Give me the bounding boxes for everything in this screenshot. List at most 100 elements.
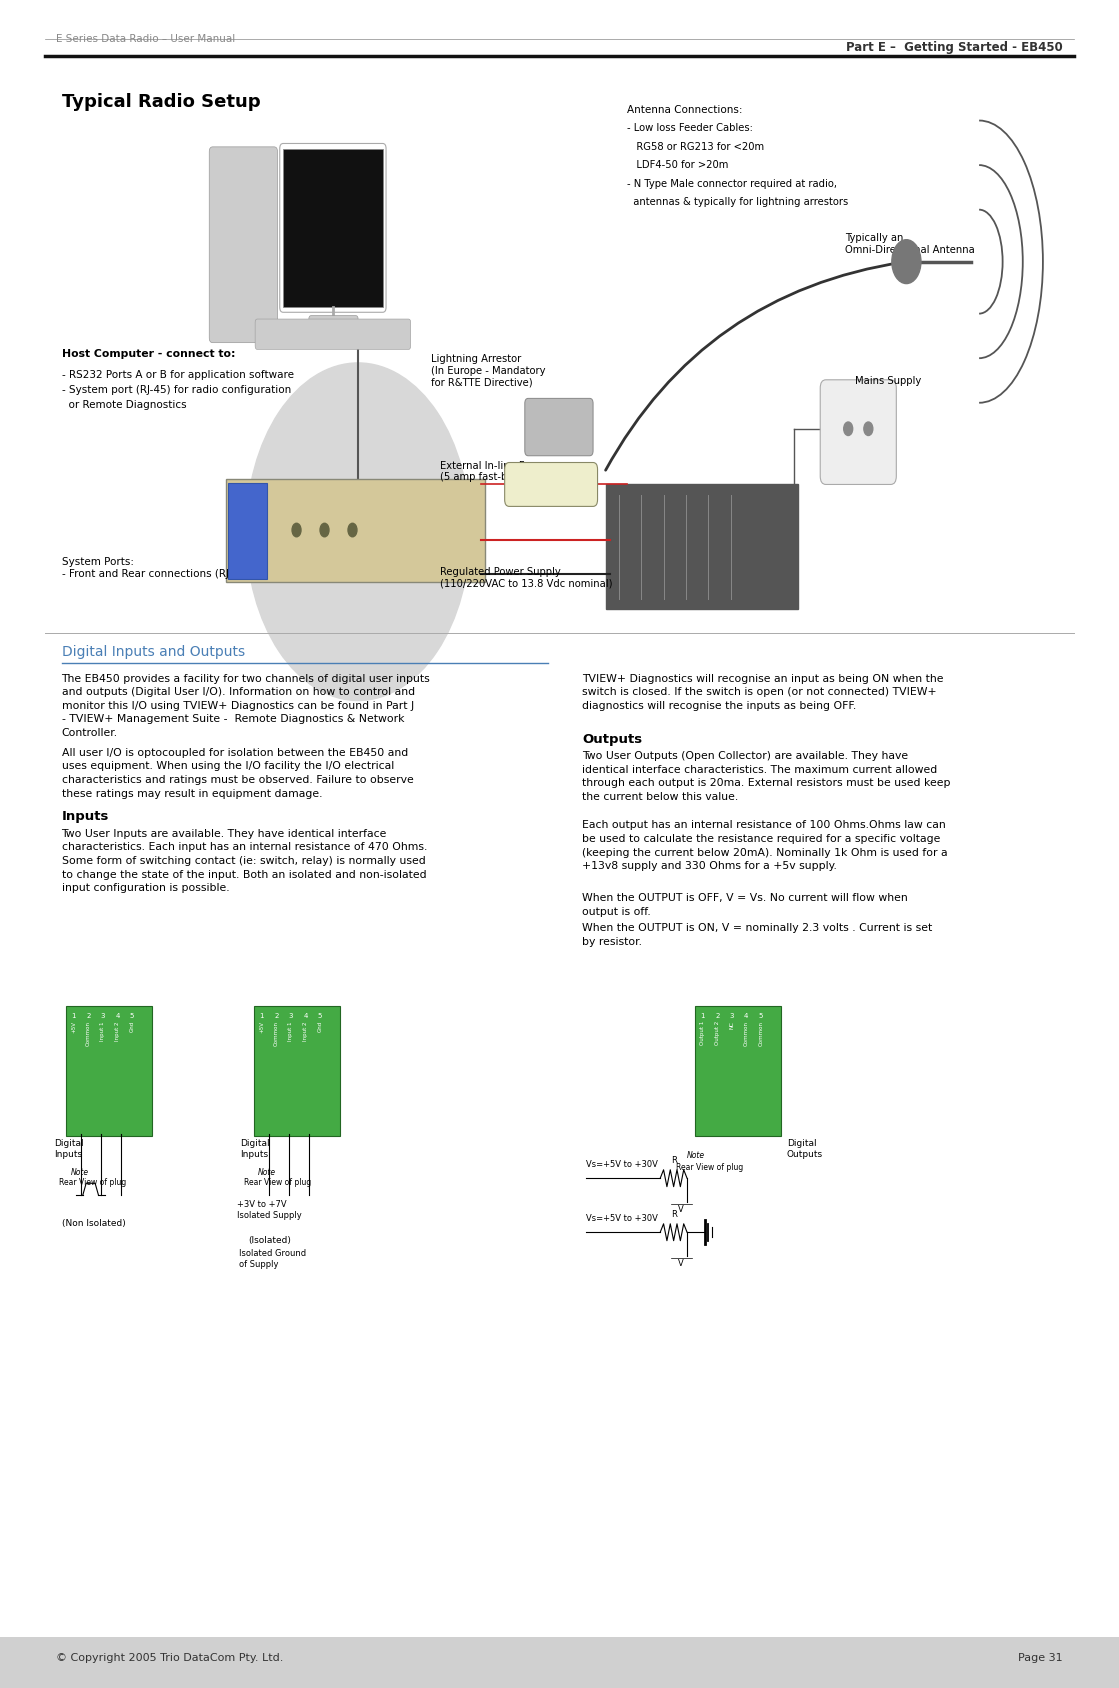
Text: - System port (RJ-45) for radio configuration: - System port (RJ-45) for radio configur… [62, 385, 291, 395]
FancyBboxPatch shape [254, 1006, 340, 1136]
Text: Host Computer - connect to:: Host Computer - connect to: [62, 349, 235, 360]
Text: When the OUTPUT is OFF, V = Vs. No current will flow when
output is off.: When the OUTPUT is OFF, V = Vs. No curre… [582, 893, 908, 917]
FancyBboxPatch shape [505, 463, 598, 506]
Text: 1: 1 [700, 1013, 705, 1020]
Text: Input 2: Input 2 [303, 1021, 308, 1041]
FancyBboxPatch shape [226, 479, 485, 582]
FancyBboxPatch shape [209, 147, 278, 343]
Text: Lightning Arrestor
(In Europe - Mandatory
for R&TTE Directive): Lightning Arrestor (In Europe - Mandator… [431, 354, 545, 388]
Text: Input 2: Input 2 [115, 1021, 120, 1041]
Text: Vs=+5V to +30V: Vs=+5V to +30V [586, 1160, 658, 1168]
Text: Output 1: Output 1 [700, 1021, 705, 1045]
Text: Output 2: Output 2 [715, 1021, 720, 1045]
Text: Each output has an internal resistance of 100 Ohms.Ohms law can
be used to calcu: Each output has an internal resistance o… [582, 820, 948, 871]
Text: Digital
Outputs: Digital Outputs [787, 1139, 822, 1158]
FancyBboxPatch shape [66, 1006, 152, 1136]
Text: Common: Common [86, 1021, 91, 1047]
Text: Digital
Inputs: Digital Inputs [241, 1139, 270, 1158]
Text: Rear View of plug: Rear View of plug [244, 1178, 311, 1187]
Text: - N Type Male connector required at radio,: - N Type Male connector required at radi… [627, 179, 837, 189]
Text: 4: 4 [115, 1013, 120, 1020]
Text: (Non Isolated): (Non Isolated) [62, 1219, 125, 1227]
Text: 4: 4 [744, 1013, 749, 1020]
Text: V: V [677, 1205, 684, 1214]
Text: Input 1: Input 1 [101, 1021, 105, 1041]
Text: Part E –  Getting Started - EB450: Part E – Getting Started - EB450 [846, 41, 1063, 54]
FancyBboxPatch shape [606, 484, 798, 609]
Text: V: V [677, 1259, 684, 1268]
FancyBboxPatch shape [283, 149, 383, 307]
Text: Gnd: Gnd [318, 1021, 322, 1033]
Text: antennas & typically for lightning arrestors: antennas & typically for lightning arres… [627, 197, 848, 208]
Circle shape [320, 523, 329, 537]
Text: RG58 or RG213 for <20m: RG58 or RG213 for <20m [627, 142, 764, 152]
Text: Antenna Connections:: Antenna Connections: [627, 105, 742, 115]
FancyBboxPatch shape [309, 316, 358, 336]
Text: TVIEW+ Diagnostics will recognise an input as being ON when the
switch is closed: TVIEW+ Diagnostics will recognise an inp… [582, 674, 943, 711]
Text: Typically an
Omni-Directional Antenna: Typically an Omni-Directional Antenna [845, 233, 975, 255]
Text: or Remote Diagnostics: or Remote Diagnostics [62, 400, 186, 410]
Text: 2: 2 [86, 1013, 91, 1020]
Text: Common: Common [744, 1021, 749, 1047]
Text: Rear View of plug: Rear View of plug [676, 1163, 743, 1171]
Text: 2: 2 [274, 1013, 279, 1020]
Text: 2: 2 [715, 1013, 720, 1020]
Text: - Low loss Feeder Cables:: - Low loss Feeder Cables: [627, 123, 752, 133]
FancyBboxPatch shape [820, 380, 896, 484]
Text: LDF4-50 for >20m: LDF4-50 for >20m [627, 160, 728, 170]
Text: Mains Supply: Mains Supply [855, 376, 921, 387]
Circle shape [348, 523, 357, 537]
Text: Two User Inputs are available. They have identical interface
characteristics. Ea: Two User Inputs are available. They have… [62, 829, 427, 893]
Text: © Copyright 2005 Trio DataCom Pty. Ltd.: © Copyright 2005 Trio DataCom Pty. Ltd. [56, 1653, 283, 1663]
Text: 5: 5 [318, 1013, 322, 1020]
Text: 3: 3 [289, 1013, 293, 1020]
Circle shape [246, 363, 470, 701]
Text: Common: Common [759, 1021, 763, 1047]
Text: +5V: +5V [72, 1021, 76, 1033]
Text: Isolated Ground
of Supply: Isolated Ground of Supply [239, 1249, 307, 1268]
Text: 4: 4 [303, 1013, 308, 1020]
Circle shape [844, 422, 853, 436]
Text: The EB450 provides a facility for two channels of digital user inputs
and output: The EB450 provides a facility for two ch… [62, 674, 431, 738]
Text: Note: Note [687, 1151, 705, 1160]
Text: E Series Data Radio – User Manual: E Series Data Radio – User Manual [56, 34, 235, 44]
Text: +3V to +7V
Isolated Supply: +3V to +7V Isolated Supply [237, 1200, 302, 1219]
Text: System Ports:
- Front and Rear connections (RJ-45): System Ports: - Front and Rear connectio… [62, 557, 250, 579]
Text: When the OUTPUT is ON, V = nominally 2.3 volts . Current is set
by resistor.: When the OUTPUT is ON, V = nominally 2.3… [582, 923, 932, 947]
Text: R: R [670, 1156, 677, 1165]
Text: External In-line Fuse
(5 amp fast-blow): External In-line Fuse (5 amp fast-blow) [440, 461, 542, 483]
Text: Rear View of plug: Rear View of plug [59, 1178, 126, 1187]
FancyBboxPatch shape [228, 483, 267, 579]
Text: All user I/O is optocoupled for isolation between the EB450 and
uses equipment. : All user I/O is optocoupled for isolatio… [62, 748, 413, 798]
Text: Digital Inputs and Outputs: Digital Inputs and Outputs [62, 645, 245, 658]
Text: Common: Common [274, 1021, 279, 1047]
Text: 3: 3 [730, 1013, 734, 1020]
FancyBboxPatch shape [695, 1006, 781, 1136]
Text: 1: 1 [260, 1013, 264, 1020]
Circle shape [864, 422, 873, 436]
Text: Regulated Power Supply
(110/220VAC to 13.8 Vdc nominal): Regulated Power Supply (110/220VAC to 13… [440, 567, 612, 589]
Text: Vs=+5V to +30V: Vs=+5V to +30V [586, 1214, 658, 1222]
Circle shape [292, 523, 301, 537]
Circle shape [892, 240, 921, 284]
FancyBboxPatch shape [0, 1637, 1119, 1688]
Text: NC: NC [730, 1021, 734, 1030]
Text: Note: Note [70, 1168, 88, 1177]
Text: - RS232 Ports A or B for application software: - RS232 Ports A or B for application sof… [62, 370, 293, 380]
Text: Two User Outputs (Open Collector) are available. They have
identical interface c: Two User Outputs (Open Collector) are av… [582, 751, 950, 802]
Text: 3: 3 [101, 1013, 105, 1020]
Text: Digital
Inputs: Digital Inputs [54, 1139, 83, 1158]
Text: Gnd: Gnd [130, 1021, 134, 1033]
Text: 5: 5 [759, 1013, 763, 1020]
FancyBboxPatch shape [255, 319, 411, 349]
FancyBboxPatch shape [525, 398, 593, 456]
Text: Page 31: Page 31 [1018, 1653, 1063, 1663]
Text: +5V: +5V [260, 1021, 264, 1033]
Text: R: R [670, 1210, 677, 1219]
Text: 5: 5 [130, 1013, 134, 1020]
Text: Note: Note [257, 1168, 275, 1177]
Text: (Isolated): (Isolated) [248, 1236, 291, 1244]
Text: Inputs: Inputs [62, 810, 109, 824]
Text: 1: 1 [72, 1013, 76, 1020]
Text: Outputs: Outputs [582, 733, 642, 746]
